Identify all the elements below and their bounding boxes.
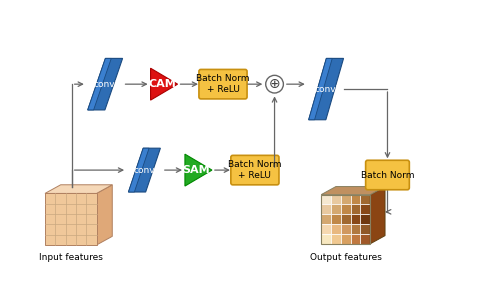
Bar [360, 205, 370, 214]
Bar [350, 205, 360, 214]
Bar [341, 234, 350, 244]
Polygon shape [128, 148, 149, 192]
Bar [360, 214, 370, 224]
Text: Input features: Input features [39, 253, 102, 262]
Polygon shape [370, 186, 385, 244]
Circle shape [266, 75, 283, 93]
Text: Batch Norm: Batch Norm [360, 170, 414, 179]
Bar [360, 195, 370, 205]
Bar [350, 214, 360, 224]
Polygon shape [96, 185, 112, 245]
Polygon shape [45, 185, 112, 193]
Bar [321, 195, 370, 244]
Bar [360, 234, 370, 244]
FancyBboxPatch shape [231, 155, 279, 185]
Polygon shape [128, 148, 160, 192]
Bar [331, 234, 341, 244]
Bar [331, 205, 341, 214]
Bar [350, 234, 360, 244]
Polygon shape [150, 68, 178, 100]
Bar [350, 224, 360, 234]
Text: SAM: SAM [182, 165, 210, 175]
Text: conv1: conv1 [94, 80, 122, 89]
Text: Batch Norm
+ ReLU: Batch Norm + ReLU [228, 160, 281, 180]
Text: conv2: conv2 [315, 85, 342, 94]
Text: CAM: CAM [148, 79, 176, 89]
FancyBboxPatch shape [199, 70, 247, 99]
Bar [341, 214, 350, 224]
Polygon shape [308, 58, 344, 120]
Bar [321, 224, 331, 234]
Bar [45, 193, 96, 245]
Bar [331, 195, 341, 205]
Bar [321, 234, 331, 244]
Bar [321, 205, 331, 214]
Bar [331, 224, 341, 234]
FancyBboxPatch shape [366, 160, 410, 190]
Bar [341, 205, 350, 214]
Text: Output features: Output features [310, 252, 382, 261]
Polygon shape [88, 58, 112, 110]
Bar [331, 214, 341, 224]
Bar [321, 214, 331, 224]
Polygon shape [308, 58, 332, 120]
Polygon shape [185, 154, 212, 186]
Bar [341, 224, 350, 234]
Text: Batch Norm
+ ReLU: Batch Norm + ReLU [196, 74, 250, 94]
Bar [360, 224, 370, 234]
Bar [321, 195, 331, 205]
Bar [350, 195, 360, 205]
Bar [341, 195, 350, 205]
Text: conv1: conv1 [133, 165, 160, 175]
Text: ⊕: ⊕ [268, 77, 280, 91]
Polygon shape [88, 58, 122, 110]
Polygon shape [321, 186, 385, 195]
